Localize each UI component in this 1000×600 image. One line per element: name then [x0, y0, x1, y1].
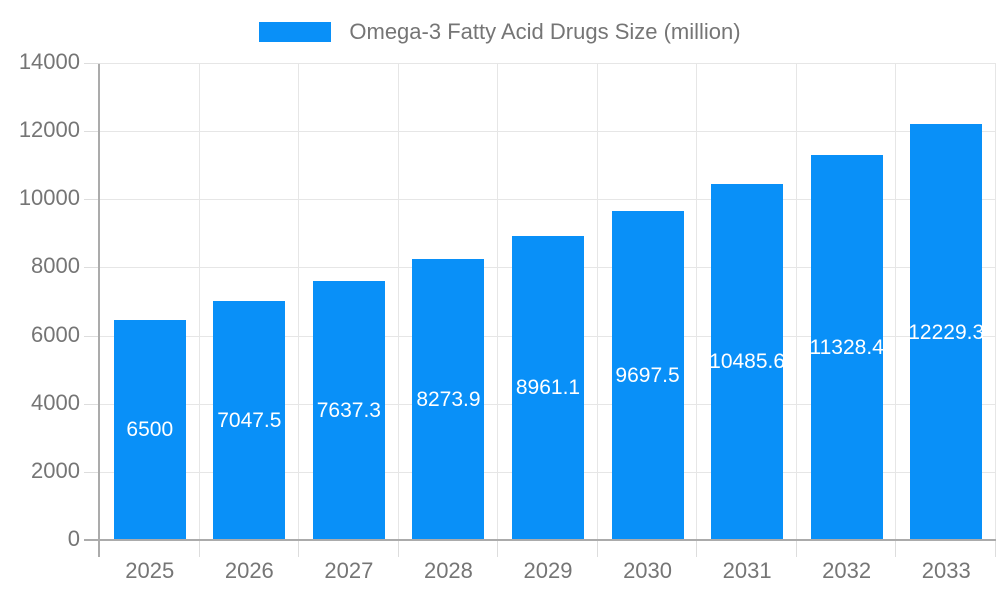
x-axis-tick [199, 541, 200, 557]
bar-value-label: 7047.5 [217, 408, 282, 432]
gridline-vertical [398, 64, 399, 541]
bar-value-label: 10485.6 [709, 350, 786, 374]
x-axis-line [84, 539, 996, 541]
y-axis-tick [84, 335, 100, 337]
gridline-vertical [298, 64, 299, 541]
bar [711, 183, 784, 541]
gridline-vertical [696, 64, 697, 541]
y-axis-tick [84, 63, 100, 64]
bar-value-label: 8961.1 [515, 376, 581, 400]
bar-value-label: 9697.5 [615, 363, 680, 387]
gridline-horizontal [100, 199, 996, 201]
bar [312, 280, 385, 541]
x-axis-tick [497, 541, 498, 557]
y-axis-tick-label: 10000 [18, 185, 80, 211]
gridline-vertical [497, 64, 498, 541]
gridline-vertical [895, 64, 896, 541]
gridline-vertical [796, 64, 797, 541]
x-axis-tick [398, 541, 399, 557]
x-axis-tick [796, 541, 797, 557]
y-axis-tick-label: 0 [67, 526, 80, 551]
bar [113, 319, 186, 541]
x-axis-tick [995, 541, 996, 557]
x-axis-tick-label: 2033 [921, 558, 971, 583]
legend-swatch [259, 22, 332, 42]
y-axis-tick-label: 14000 [18, 49, 80, 74]
bar [213, 300, 286, 541]
x-axis-tick-label: 2031 [722, 558, 772, 583]
gridline-horizontal [100, 63, 996, 64]
bar [611, 210, 684, 541]
bar-value-label: 6500 [126, 418, 174, 442]
bar-value-label: 12229.3 [908, 320, 985, 344]
bar [412, 259, 485, 541]
gridline-horizontal [100, 131, 996, 133]
x-axis-tick [597, 541, 598, 557]
x-axis-tick-label: 2028 [423, 558, 473, 583]
y-axis-tick [84, 471, 100, 473]
bar-value-label: 11328.4 [809, 336, 884, 359]
bar [512, 235, 584, 541]
y-axis-tick [84, 267, 100, 269]
y-axis-line [98, 64, 100, 557]
bar [810, 155, 883, 541]
y-axis-tick [84, 199, 100, 201]
y-axis-tick-label: 2000 [31, 457, 80, 483]
x-axis-tick-label: 2025 [125, 558, 175, 583]
x-axis-tick-label: 2026 [224, 558, 274, 583]
bar-value-label: 8273.9 [416, 388, 481, 412]
legend: Omega-3 Fatty Acid Drugs Size (million) [0, 17, 1000, 47]
x-axis-tick [298, 541, 299, 557]
gridline-vertical [597, 64, 598, 541]
x-axis-tick [696, 541, 697, 557]
y-axis-tick-label: 6000 [31, 321, 80, 347]
x-axis-tick-label: 2032 [822, 558, 872, 583]
bar-value-label: 7637.3 [316, 398, 381, 422]
x-axis-tick [895, 541, 896, 557]
gridline-vertical [995, 64, 996, 541]
legend-label: Omega-3 Fatty Acid Drugs Size (million) [349, 19, 741, 44]
x-axis-tick-label: 2027 [324, 558, 374, 583]
x-axis-tick-label: 2029 [523, 558, 573, 583]
y-axis-tick [84, 403, 100, 405]
bar [910, 124, 983, 541]
y-axis-tick-label: 12000 [18, 117, 80, 143]
y-axis-tick-label: 4000 [31, 389, 80, 415]
y-axis-tick [84, 131, 100, 133]
plot-area: 6500 7047.5 7637.3 8273.9 8961.1 9697.5 10485.… [84, 63, 996, 557]
gridline-vertical [199, 64, 200, 541]
x-axis-tick-label: 2030 [623, 558, 673, 583]
y-axis-tick-label: 8000 [31, 253, 80, 279]
